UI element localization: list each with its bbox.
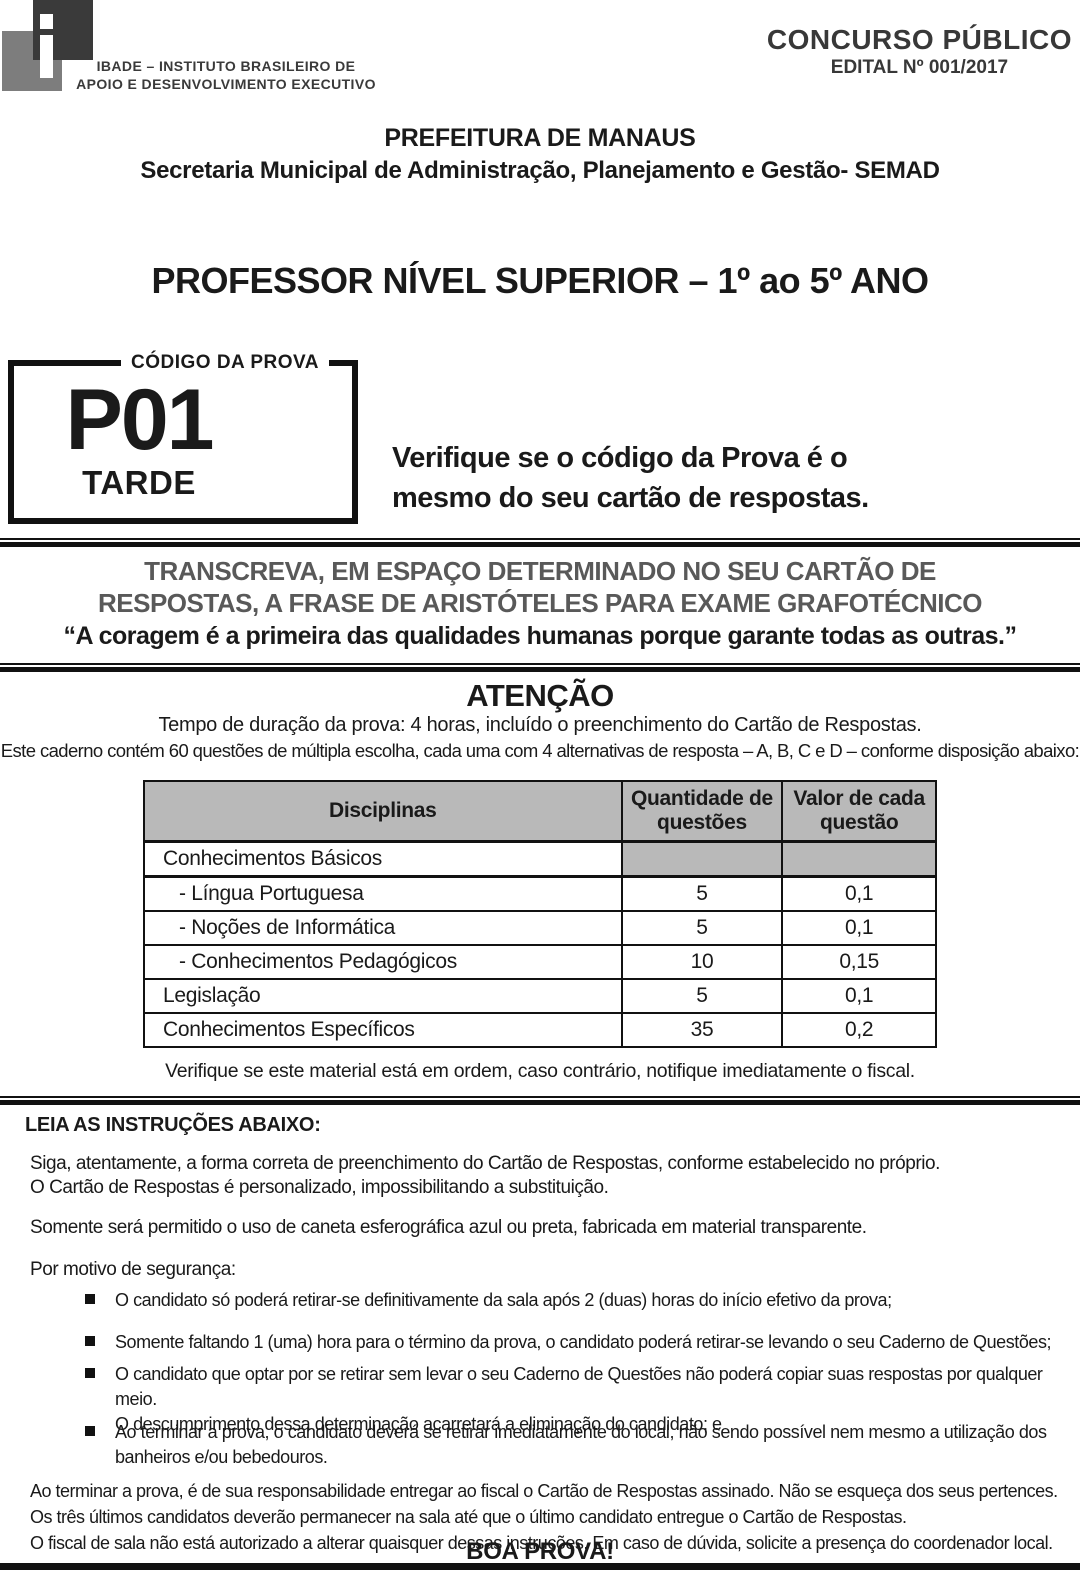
closing-instructions: Ao terminar a prova, é de sua responsabi… <box>30 1481 1058 1553</box>
exam-period: TARDE <box>82 463 196 501</box>
bullet-text: Ao terminar a prova, o candidato deverá … <box>115 1422 1047 1467</box>
instructions-title: LEIA AS INSTRUÇÕES ABAIXO: <box>25 1114 321 1136</box>
value-cell: 0,1 <box>781 910 937 946</box>
table-row: - Conhecimentos Pedagógicos 10 0,15 <box>143 944 937 980</box>
header-disciplines: Disciplinas <box>143 780 623 843</box>
discipline-cell: - Língua Portuguesa <box>143 875 623 912</box>
contest-title: CONCURSO PÚBLICO <box>766 24 1072 55</box>
code-verification-note: Verifique se o código da Prova é o mesmo… <box>392 442 869 515</box>
transcription-heading: TRANSCREVA, EM ESPAÇO DETERMINADO NO SEU… <box>98 556 982 618</box>
org-name: PREFEITURA DE MANAUS <box>384 124 696 152</box>
quantity-cell <box>620 840 784 878</box>
organization-header: PREFEITURA DE MANAUS Secretaria Municipa… <box>0 122 1080 186</box>
square-bullet-icon <box>85 1336 95 1346</box>
square-bullet-icon <box>85 1368 95 1378</box>
contest-header: CONCURSO PÚBLICO EDITAL Nº 001/2017 <box>767 24 1072 79</box>
transcription-quote: “A coragem é a primeira das qualidades h… <box>63 622 1017 650</box>
discipline-cell: - Conhecimentos Pedagógicos <box>143 944 623 980</box>
quantity-cell: 5 <box>620 875 784 912</box>
square-bullet-icon <box>85 1426 95 1436</box>
value-cell: 0,15 <box>781 944 937 980</box>
header-value: Valor de cada questão <box>781 780 937 843</box>
divider-rule <box>0 538 1080 547</box>
square-bullet-icon <box>85 1294 95 1304</box>
instruction-bullet: Ao terminar a prova, o candidato deverá … <box>85 1420 1065 1470</box>
bullet-text: O candidato só poderá retirar-se definit… <box>115 1290 892 1310</box>
value-cell: 0,2 <box>781 1012 937 1048</box>
logo-caption-line2: APOIO E DESENVOLVIMENTO EXECUTIVO <box>76 76 376 93</box>
subjects-table: Disciplinas Quantidade de questões Valor… <box>143 780 937 1048</box>
discipline-cell: Conhecimentos Básicos <box>143 840 623 878</box>
material-check-note: Verifique se este material está em ordem… <box>165 1060 915 1082</box>
ibade-logo-caption: IBADE – INSTITUTO BRASILEIRO DE APOIO E … <box>76 57 376 93</box>
discipline-cell: - Noções de Informática <box>143 910 623 946</box>
divider-rule <box>0 663 1080 672</box>
exam-code-label: CÓDIGO DA PROVA <box>130 352 319 373</box>
divider-rule <box>0 1563 1080 1570</box>
instruction-paragraph: Somente será permitido o uso de caneta e… <box>30 1217 867 1238</box>
instruction-paragraph: Por motivo de segurança: <box>30 1259 236 1280</box>
good-luck-message: BOA PROVA! <box>466 1538 614 1565</box>
attention-title: ATENÇÃO <box>466 678 614 713</box>
exam-title: PROFESSOR NÍVEL SUPERIOR – 1º ao 5º ANO <box>151 260 929 301</box>
discipline-cell: Legislação <box>143 978 623 1014</box>
quantity-cell: 35 <box>620 1012 784 1048</box>
logo-letter-i-dot <box>40 14 53 29</box>
instruction-bullet: O candidato só poderá retirar-se definit… <box>85 1288 1065 1313</box>
attention-duration: Tempo de duração da prova: 4 horas, incl… <box>158 714 922 736</box>
table-row: Conhecimentos Específicos 35 0,2 <box>143 1012 937 1048</box>
org-secretariat: Secretaria Municipal de Administração, P… <box>140 156 940 184</box>
bullet-text: O candidato que optar por se retirar sem… <box>115 1364 1043 1434</box>
table-row: - Língua Portuguesa 5 0,1 <box>143 875 937 912</box>
table-row: - Noções de Informática 5 0,1 <box>143 910 937 946</box>
instruction-bullet: O candidato que optar por se retirar sem… <box>85 1362 1065 1437</box>
table-row: Conhecimentos Básicos <box>143 840 937 878</box>
value-cell: 0,1 <box>781 978 937 1014</box>
instruction-bullet: Somente faltando 1 (uma) hora para o tér… <box>85 1330 1065 1355</box>
bullet-text: Somente faltando 1 (uma) hora para o tér… <box>115 1332 1052 1352</box>
logo-letter-i-stem <box>40 35 53 78</box>
quantity-cell: 5 <box>620 910 784 946</box>
ibade-logo-icon <box>2 0 102 95</box>
edital-number: EDITAL Nº 001/2017 <box>830 57 1009 78</box>
exam-code-box: CÓDIGO DA PROVA P01 TARDE <box>8 352 358 524</box>
header-quantity: Quantidade de questões <box>620 780 784 843</box>
quantity-cell: 10 <box>620 944 784 980</box>
table-header-row: Disciplinas Quantidade de questões Valor… <box>143 780 937 843</box>
exam-code-value: P01 <box>65 372 214 468</box>
instruction-paragraph: Siga, atentamente, a forma correta de pr… <box>30 1153 940 1198</box>
quantity-cell: 5 <box>620 978 784 1014</box>
divider-rule <box>0 1096 1080 1105</box>
logo-caption-line1: IBADE – INSTITUTO BRASILEIRO DE <box>96 58 356 74</box>
value-cell <box>781 840 937 878</box>
discipline-cell: Conhecimentos Específicos <box>143 1012 623 1048</box>
value-cell: 0,1 <box>781 875 937 912</box>
attention-booklet-info: Este caderno contém 60 questões de múlti… <box>0 740 1080 761</box>
table-row: Legislação 5 0,1 <box>143 978 937 1014</box>
